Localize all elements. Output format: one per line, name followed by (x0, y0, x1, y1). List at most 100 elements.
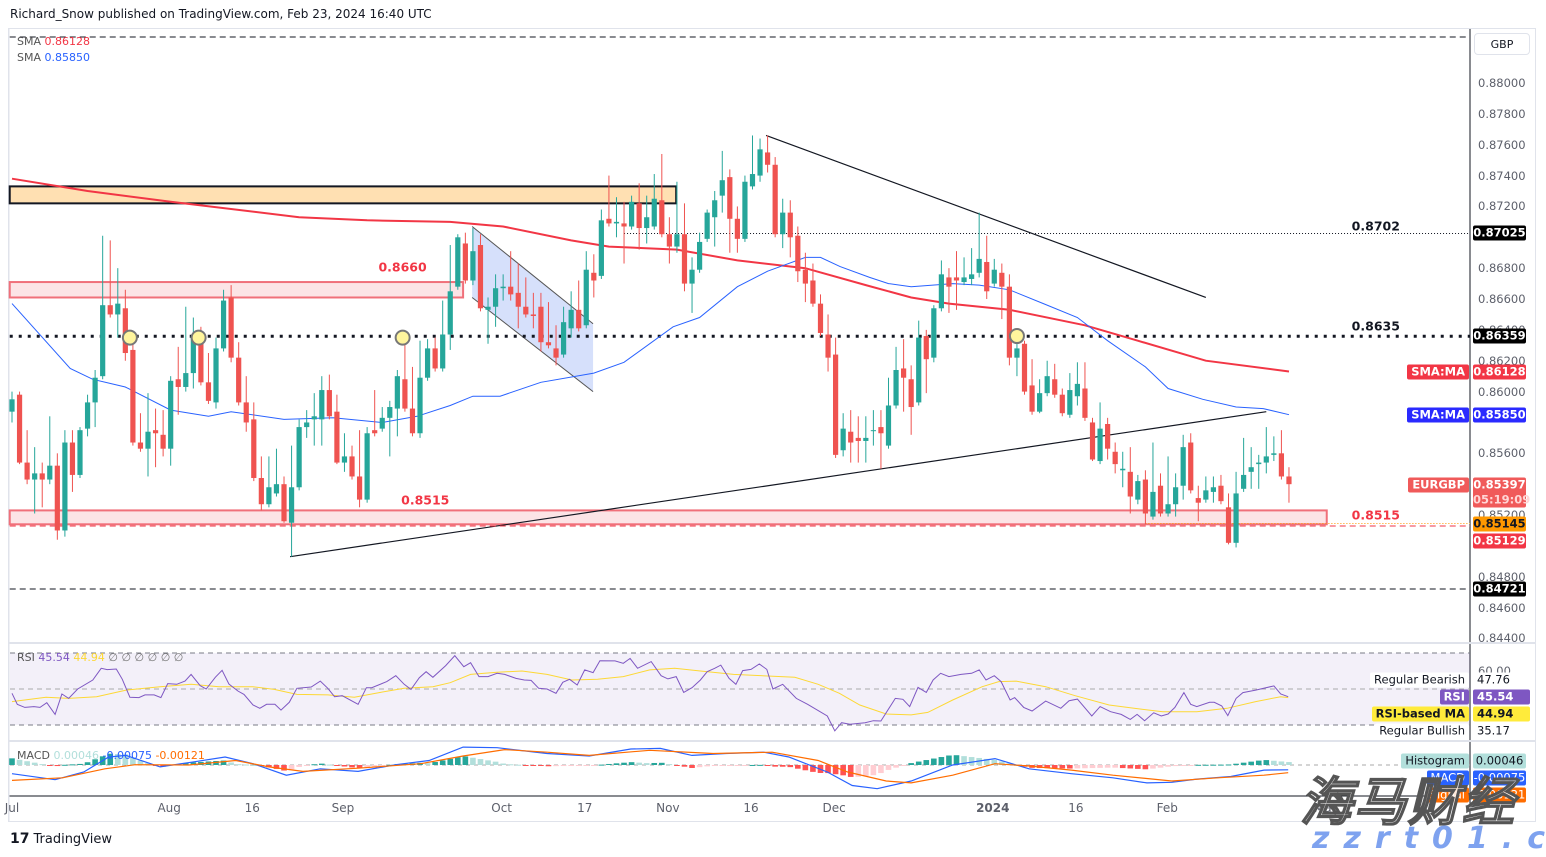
candle-body (863, 437, 869, 441)
bar-countdown: 05:19:09 (1473, 492, 1531, 507)
candle (931, 305, 937, 363)
candle (863, 416, 869, 463)
macd-histogram-bar (341, 765, 348, 767)
macd-tag-name: Signal (1425, 787, 1469, 803)
candle-body (258, 478, 264, 505)
candle-body (674, 234, 680, 247)
candle-body (462, 243, 468, 281)
candle-body (24, 462, 30, 480)
macd-histogram-bar (1210, 764, 1217, 766)
currency-button[interactable]: GBP (1474, 33, 1530, 55)
candle (296, 419, 302, 491)
macd-histogram-bar (92, 759, 98, 765)
macd-label: MACD (17, 749, 50, 762)
macd-histogram-bar (915, 761, 922, 765)
candle-body (727, 177, 733, 219)
rsi-tag-name: Regular Bearish (1370, 672, 1469, 688)
candle (1278, 430, 1285, 480)
candle (417, 340, 423, 438)
candle (1067, 373, 1073, 418)
rsi-line (11, 654, 1289, 732)
candle (576, 280, 582, 332)
macd-histogram-bar (855, 765, 862, 777)
legend-sma50[interactable]: SMA 0.85850 (17, 51, 90, 64)
candle (54, 453, 60, 540)
candle (77, 427, 83, 479)
candle (802, 252, 808, 303)
macd-histogram-bar (1248, 761, 1254, 765)
marker-circle (1008, 328, 1025, 345)
candle-body (757, 149, 763, 176)
macd-histogram-bar (500, 763, 506, 765)
macd-histogram-bar (983, 758, 990, 765)
candle-body (243, 402, 249, 423)
macd-histogram-bar (961, 756, 967, 765)
candle-body (190, 336, 196, 374)
tv-logo-mark: 17 (10, 831, 30, 847)
rsi-empty-values: ∅ ∅ ∅ ∅ ∅ ∅ (108, 651, 184, 664)
candle (772, 157, 778, 238)
candle (1188, 433, 1194, 494)
candle (969, 248, 975, 286)
candle (16, 391, 23, 465)
signal-line (11, 748, 1289, 784)
rsi-pane (10, 652, 1470, 732)
candle-body (681, 234, 688, 284)
candle (236, 342, 242, 406)
candle-body (787, 212, 793, 238)
legend-macd[interactable]: MACD 0.00046 -0.00075 -0.00121 (17, 749, 205, 762)
macd-histogram-bar (235, 764, 242, 766)
candle (39, 462, 45, 508)
macd-histogram-bar (160, 765, 166, 767)
candle-body (1188, 442, 1194, 491)
candle-body (341, 456, 348, 463)
candle-body (1067, 390, 1073, 415)
legend-rsi[interactable]: RSI 45.54 44.94 ∅ ∅ ∅ ∅ ∅ ∅ (17, 651, 183, 664)
candle-body (1203, 490, 1209, 500)
candle (1059, 388, 1065, 417)
candle-body (742, 181, 748, 239)
legend-sma200[interactable]: SMA 0.86128 (17, 35, 90, 48)
macd-histogram-bar (477, 759, 484, 765)
price-tag-name: EURGBP (1408, 477, 1469, 493)
candle-body (931, 308, 937, 358)
candle-body (576, 309, 582, 329)
candle-body (1127, 471, 1133, 497)
macd-histogram-bar (24, 761, 30, 765)
candle (644, 195, 650, 244)
candle (288, 445, 295, 557)
macd-histogram-bar (931, 758, 937, 765)
candle-body (893, 369, 899, 406)
macd-histogram-bar (636, 762, 642, 765)
macd-histogram-bar (424, 763, 431, 765)
price-tag: 0.87025 (1473, 225, 1526, 241)
macd-histogram-bar (847, 765, 854, 777)
candle (107, 240, 113, 318)
candle (704, 209, 710, 242)
candle-body (840, 428, 846, 451)
macd-tag-value: -0.00121 (1473, 787, 1526, 803)
candle-body (1006, 286, 1012, 358)
time-tick: 16 (1068, 801, 1084, 815)
macd-histogram-bar (908, 763, 914, 765)
candle (719, 150, 725, 213)
macd-histogram-bar (1255, 760, 1262, 765)
tradingview-logo[interactable]: 17 TradingView (10, 831, 112, 847)
candle (424, 339, 431, 381)
candle-body (855, 437, 861, 441)
candle-body (908, 379, 914, 408)
candle-body (228, 297, 234, 358)
macd-histogram-bar (288, 765, 295, 770)
time-tick: Dec (822, 801, 846, 815)
candle-body (1120, 468, 1126, 471)
macd-histogram-bar (787, 765, 794, 768)
candle (984, 235, 990, 300)
macd-histogram-bar (228, 762, 234, 765)
candle-body (1195, 498, 1201, 503)
candle-body (273, 484, 280, 494)
candle-body (130, 349, 136, 443)
macd-histogram-bar (114, 754, 121, 765)
macd-histogram-bar (107, 753, 114, 765)
macd-histogram-bar (832, 765, 839, 775)
